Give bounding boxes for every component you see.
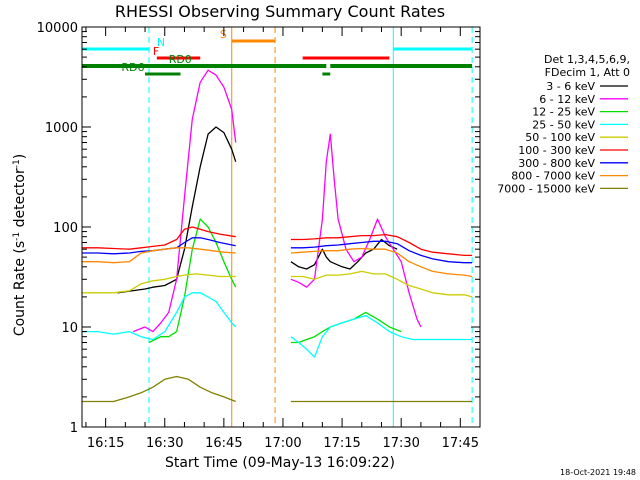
legend-entry-label: 3 - 6 keV <box>546 80 595 93</box>
y-axis-label-part1: Count Rate (s <box>12 241 28 336</box>
series-line-6 <box>82 226 473 257</box>
legend-entry-label: 7000 - 15000 keV <box>497 182 595 195</box>
legend-entry-label: 100 - 300 keV <box>518 144 595 157</box>
series-line-9 <box>82 375 473 403</box>
y-tick-label: 1 <box>70 421 78 436</box>
x-tick-label: 17:30 <box>382 436 419 451</box>
x-tick-label: 17:45 <box>442 436 479 451</box>
legend-entry-label: 6 - 12 keV <box>539 93 595 106</box>
x-tick-label: 16:15 <box>87 436 124 451</box>
x-tick-label: 17:00 <box>264 436 301 451</box>
y-tick-label: 10000 <box>37 21 78 36</box>
series-line-1 <box>117 126 398 294</box>
series-line-8 <box>82 247 473 278</box>
y-tick-label: 10 <box>61 321 78 336</box>
y-tick-label: 1000 <box>45 121 78 136</box>
flag-label-n: N <box>157 36 165 49</box>
y-axis-label-sup1: -1 <box>12 232 22 241</box>
legend-entry-label: 800 - 7000 keV <box>511 170 595 183</box>
legend-entry-label: 12 - 25 keV <box>532 106 595 119</box>
footer-timestamp: 18-Oct-2021 19:48 <box>560 468 636 477</box>
x-tick-label: 17:15 <box>323 436 360 451</box>
chart-title: RHESSI Observing Summary Count Rates <box>115 2 445 21</box>
legend-entry-label: 25 - 50 keV <box>532 118 595 131</box>
y-tick-label: 100 <box>53 221 78 236</box>
legend-header-line: Det 1,3,4,5,6,9, <box>544 53 630 66</box>
plot-area: NFSRD0RD6 <box>81 27 473 427</box>
series-line-2 <box>132 69 422 333</box>
axis-ticks: 1 10 100 1000 10000 16:15 16:30 16:45 17:00 17:15… <box>37 21 481 451</box>
series-line-5 <box>82 270 473 298</box>
legend-entry-label: 50 - 100 keV <box>525 131 595 144</box>
legend-header-line: FDecim 1, Att 0 <box>545 66 630 79</box>
y-axis-label-sup2: -1 <box>12 159 22 168</box>
series-line-4 <box>82 292 473 358</box>
legend: Det 1,3,4,5,6,9,FDecim 1, Att 03 - 6 keV… <box>497 53 630 195</box>
legend-entry-label: 300 - 800 keV <box>518 157 595 170</box>
y-axis-label: Count Rate (s-1 detector-1) <box>12 154 28 336</box>
y-axis-label-part3: ) <box>12 154 28 159</box>
x-tick-label: 16:45 <box>205 436 242 451</box>
flag-label-f: F <box>153 45 159 58</box>
flag-label-rd0: RD0 <box>169 53 192 66</box>
x-axis-label: Start Time (09-May-13 16:09:22) <box>165 455 395 471</box>
x-tick-label: 16:30 <box>146 436 183 451</box>
flag-label-rd6: RD6 <box>121 61 144 74</box>
y-axis-label-part2: detector <box>12 168 28 232</box>
